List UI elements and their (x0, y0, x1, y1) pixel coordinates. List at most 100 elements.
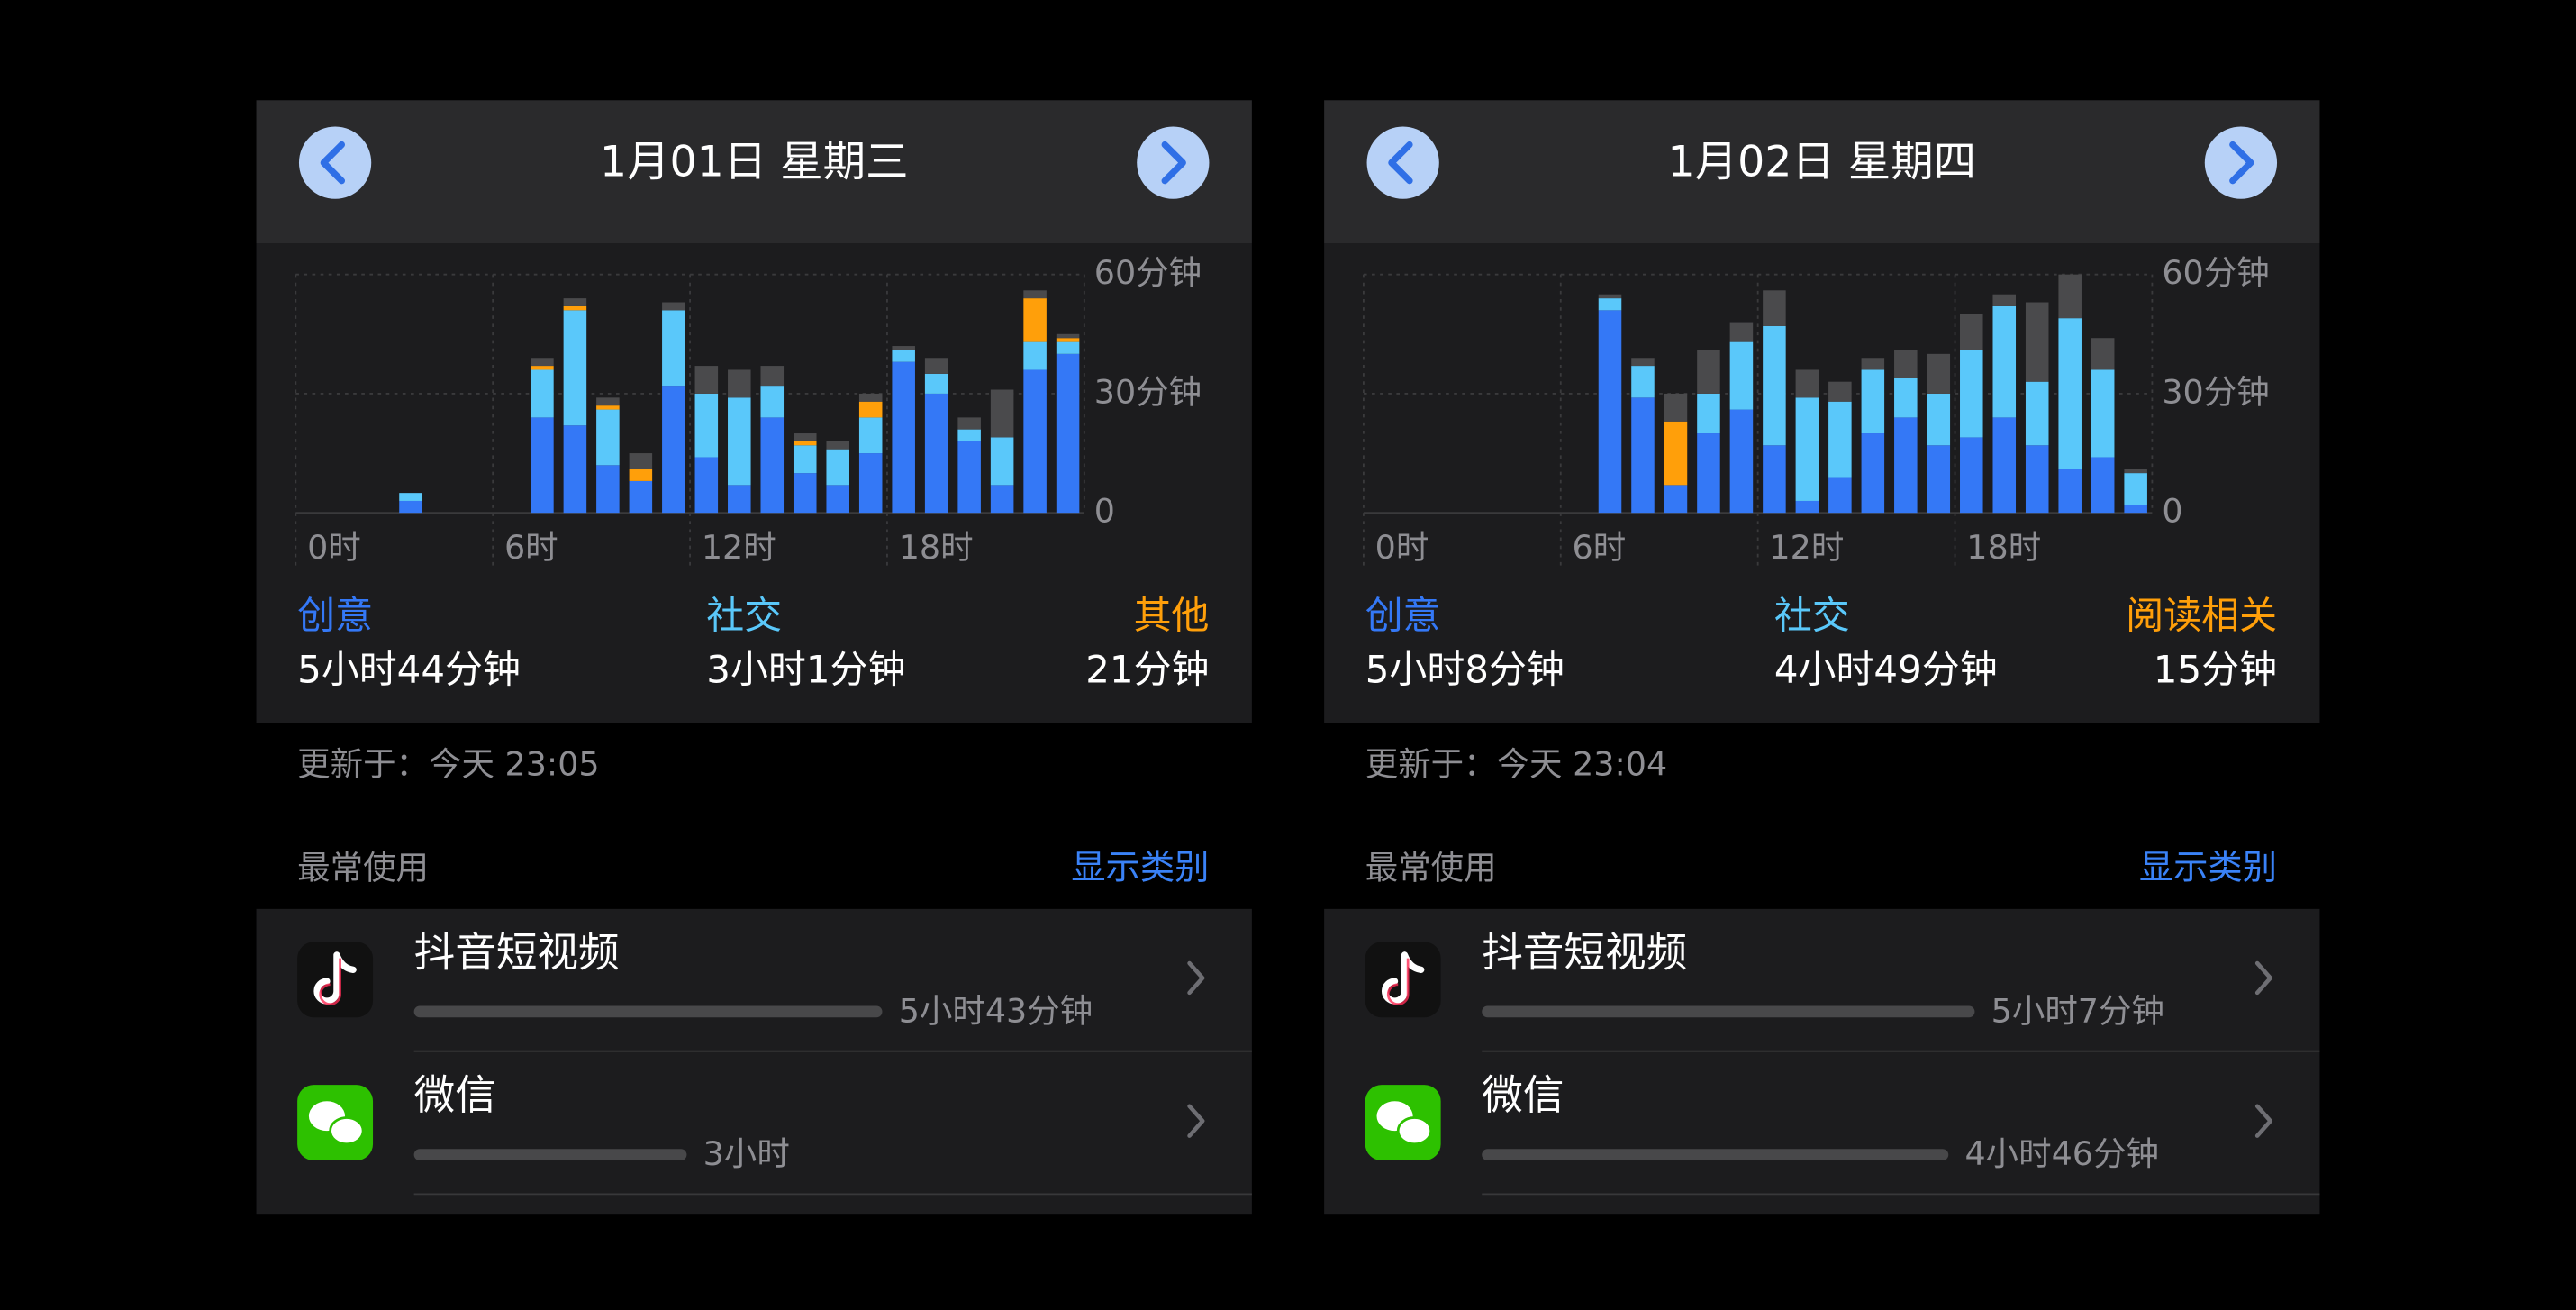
bar-segment (2058, 274, 2082, 319)
bar-segment (1023, 298, 1047, 342)
next-day-button[interactable] (1137, 126, 1210, 199)
bar-segment (596, 409, 620, 466)
bar-segment (728, 397, 751, 486)
updated-time: 更新于：今天 23:04 (1365, 745, 1667, 784)
app-name: 抖音短视频 (414, 928, 620, 976)
bar-segment (596, 465, 620, 514)
bar-segment (826, 485, 849, 514)
bar-segment (399, 500, 422, 514)
bar-segment (728, 485, 751, 514)
prev-day-button[interactable] (1366, 126, 1439, 199)
bar-segment (1056, 341, 1080, 354)
bar-segment (1960, 437, 1983, 514)
bar-segment (1763, 290, 1786, 326)
usage-time: 4小时46分钟 (1964, 1134, 2158, 1173)
bar-segment (1056, 338, 1080, 342)
legend-name: 创意 (297, 593, 373, 637)
x-tick-label: 12时 (1769, 528, 1844, 567)
bar-segment (924, 393, 948, 514)
bar-segment (892, 361, 915, 514)
bar-segment (1697, 350, 1720, 394)
row-chevron (1187, 1104, 1205, 1138)
bar-segment (1992, 294, 2017, 306)
chevron (2229, 141, 2254, 185)
bar-segment (662, 302, 685, 311)
bar-segment (1927, 445, 1951, 514)
bar-segment (1598, 294, 1622, 299)
x-tick-label: 0时 (1375, 528, 1429, 567)
bar-segment (2091, 369, 2115, 458)
bar-segment (2091, 457, 2115, 514)
bar-segment (1023, 369, 1047, 514)
usage-time: 3小时 (703, 1134, 790, 1173)
bar-segment (728, 369, 751, 398)
tiktok-note-shadow (1386, 958, 1410, 1006)
legend-total: 5小时44分钟 (297, 648, 521, 692)
button-circle (1137, 126, 1210, 199)
bar-segment (1861, 433, 1885, 514)
bar-segment (892, 350, 915, 362)
chevron (1161, 141, 1186, 185)
x-tick-label: 18时 (1966, 528, 2041, 567)
bar-segment (694, 393, 719, 458)
bar-segment (1023, 290, 1047, 299)
app-row[interactable]: 抖音短视频 5小时7分钟 (1365, 928, 2273, 1030)
legend-name: 社交 (1774, 593, 1850, 637)
usage-bar (413, 1005, 883, 1018)
updated-time: 更新于：今天 23:05 (297, 745, 599, 784)
bar-segment (1795, 369, 1819, 398)
bar-segment (858, 417, 883, 454)
show-categories-link[interactable]: 显示类别 (1071, 848, 1209, 888)
y-tick-label: 30分钟 (2162, 372, 2269, 411)
bar-segment (1056, 333, 1080, 339)
header-bg (1324, 100, 2320, 244)
date-title: 1月01日 星期三 (600, 137, 909, 186)
legend-name: 社交 (706, 593, 782, 637)
bar-segment (2025, 445, 2049, 514)
next-day-button[interactable] (2204, 126, 2278, 199)
bar-segment (662, 386, 685, 514)
bar-segment (760, 386, 785, 418)
show-categories-link[interactable]: 显示类别 (2139, 848, 2277, 888)
bar-segment (1927, 393, 1951, 446)
bar-segment (990, 437, 1014, 486)
header-bg (256, 100, 1252, 244)
legend-total: 3小时1分钟 (706, 648, 905, 692)
bar-segment (1795, 500, 1819, 514)
bar-segment (826, 441, 849, 450)
app-row[interactable]: 微信 4小时46分钟 (1365, 1071, 2273, 1173)
button-circle (1366, 126, 1439, 199)
legend-total: 15分钟 (2154, 648, 2277, 692)
legend-name: 其他 (1134, 593, 1210, 637)
bar-segment (990, 389, 1014, 438)
bar-segment (1056, 353, 1080, 514)
app-name: 微信 (1482, 1071, 1564, 1119)
bar-segment (858, 393, 883, 402)
row-chevron (2254, 1104, 2273, 1138)
bar-segment (2124, 473, 2147, 505)
prev-day-button[interactable] (298, 126, 372, 199)
bar-segment (531, 417, 554, 514)
bar-segment (892, 346, 915, 350)
y-tick-label: 30分钟 (1094, 372, 1202, 411)
card-bg (256, 243, 1252, 723)
row-chevron (2254, 960, 2273, 996)
app-row[interactable]: 抖音短视频 5小时43分钟 (297, 928, 1205, 1030)
bar-segment (1828, 381, 1852, 402)
usage-bar (1482, 1005, 1975, 1018)
bar-segment (760, 366, 785, 387)
bar-segment (1598, 310, 1622, 514)
bar-segment (531, 369, 554, 418)
bar-segment (1894, 378, 1918, 418)
bar-segment (1697, 433, 1720, 514)
legend-name: 阅读相关 (2126, 593, 2277, 637)
bar-segment (662, 310, 685, 387)
chevron (1388, 141, 1413, 185)
bar-segment (563, 305, 587, 311)
bar-segment (1763, 445, 1786, 514)
bar-segment (1828, 401, 1852, 478)
bar-segment (1598, 298, 1622, 311)
app-row[interactable]: 微信 3小时 (297, 1071, 1205, 1173)
bar-segment (1631, 358, 1655, 367)
